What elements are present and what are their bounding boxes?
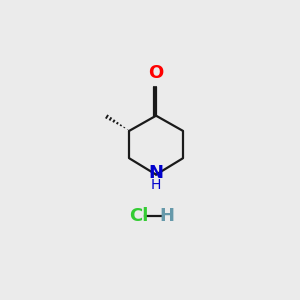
Text: N: N	[148, 164, 164, 182]
Text: H: H	[159, 207, 174, 225]
Text: H: H	[151, 178, 161, 192]
Text: O: O	[148, 64, 164, 82]
Text: Cl: Cl	[129, 207, 148, 225]
